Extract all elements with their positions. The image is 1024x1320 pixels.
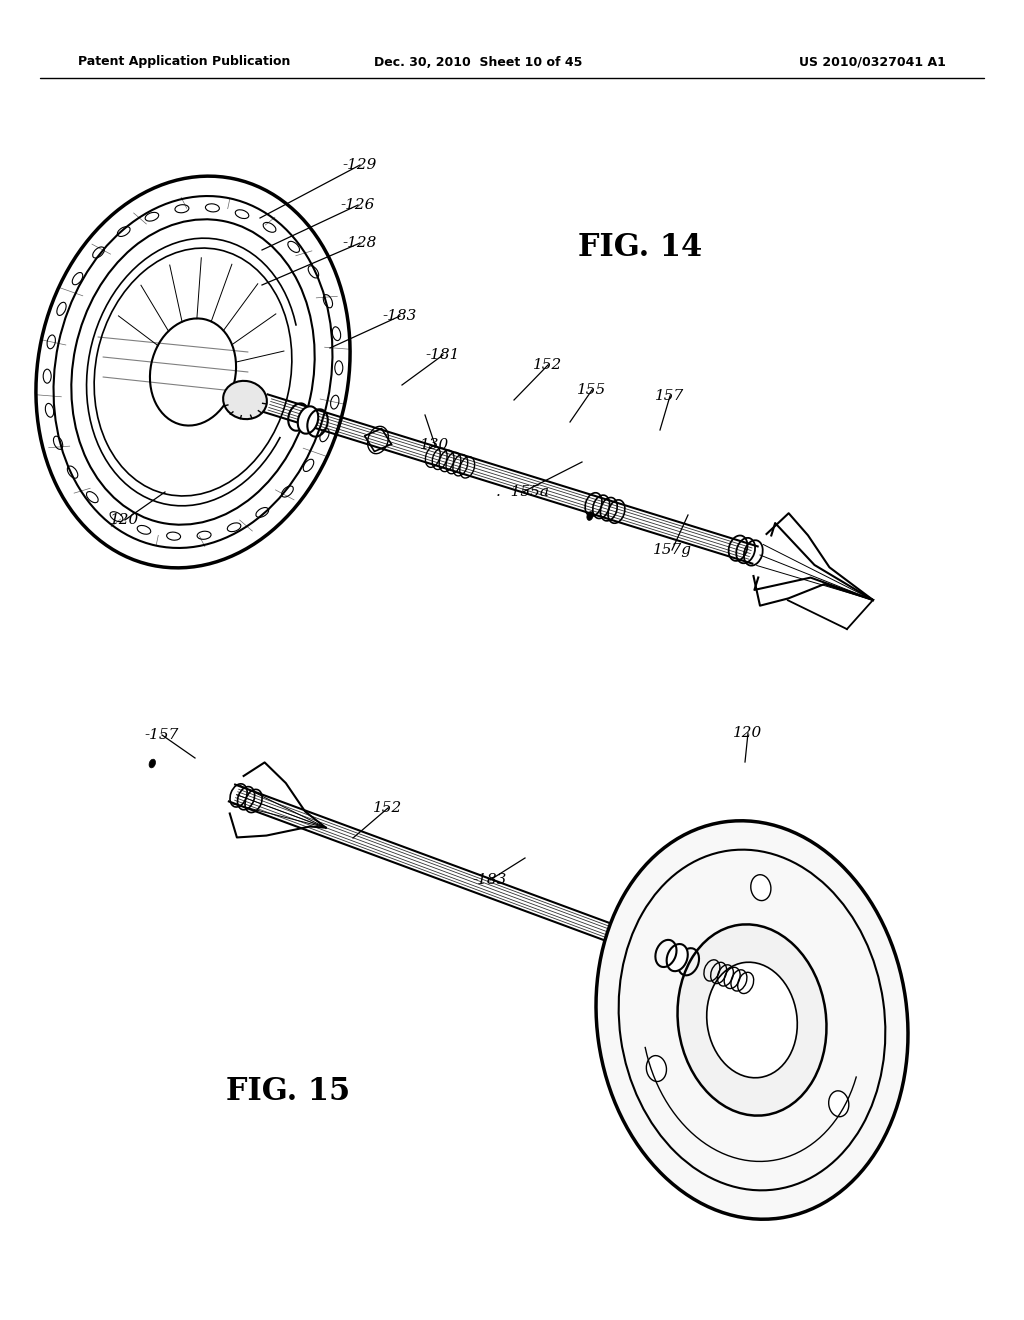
Text: 157g: 157g (652, 543, 691, 557)
Text: 152: 152 (374, 801, 402, 814)
Ellipse shape (667, 944, 688, 972)
Ellipse shape (646, 1056, 667, 1081)
Text: FIG. 15: FIG. 15 (226, 1077, 350, 1107)
Text: 130: 130 (421, 438, 450, 451)
Text: -157: -157 (144, 729, 179, 742)
Text: -129: -129 (343, 158, 377, 172)
Ellipse shape (298, 407, 318, 434)
Text: US 2010/0327041 A1: US 2010/0327041 A1 (799, 55, 946, 69)
Text: -181: -181 (426, 348, 460, 362)
Ellipse shape (596, 821, 908, 1220)
Text: 152: 152 (534, 358, 562, 372)
Ellipse shape (587, 512, 593, 520)
Text: -128: -128 (343, 236, 377, 249)
Ellipse shape (678, 924, 826, 1115)
Text: -183: -183 (473, 873, 507, 887)
Text: 155: 155 (578, 383, 606, 397)
Ellipse shape (828, 1090, 849, 1117)
Ellipse shape (707, 962, 798, 1077)
Text: 157: 157 (655, 389, 685, 403)
Text: -183: -183 (383, 309, 417, 323)
Ellipse shape (618, 850, 886, 1191)
Text: Dec. 30, 2010  Sheet 10 of 45: Dec. 30, 2010 Sheet 10 of 45 (374, 55, 583, 69)
Ellipse shape (223, 381, 267, 420)
Text: 120: 120 (111, 513, 139, 527)
Ellipse shape (150, 759, 156, 768)
Text: -126: -126 (341, 198, 375, 213)
Text: FIG. 14: FIG. 14 (578, 232, 702, 264)
Ellipse shape (751, 875, 771, 900)
Text: .  155a: . 155a (497, 484, 550, 499)
Text: Patent Application Publication: Patent Application Publication (78, 55, 291, 69)
Text: 120: 120 (733, 726, 763, 741)
